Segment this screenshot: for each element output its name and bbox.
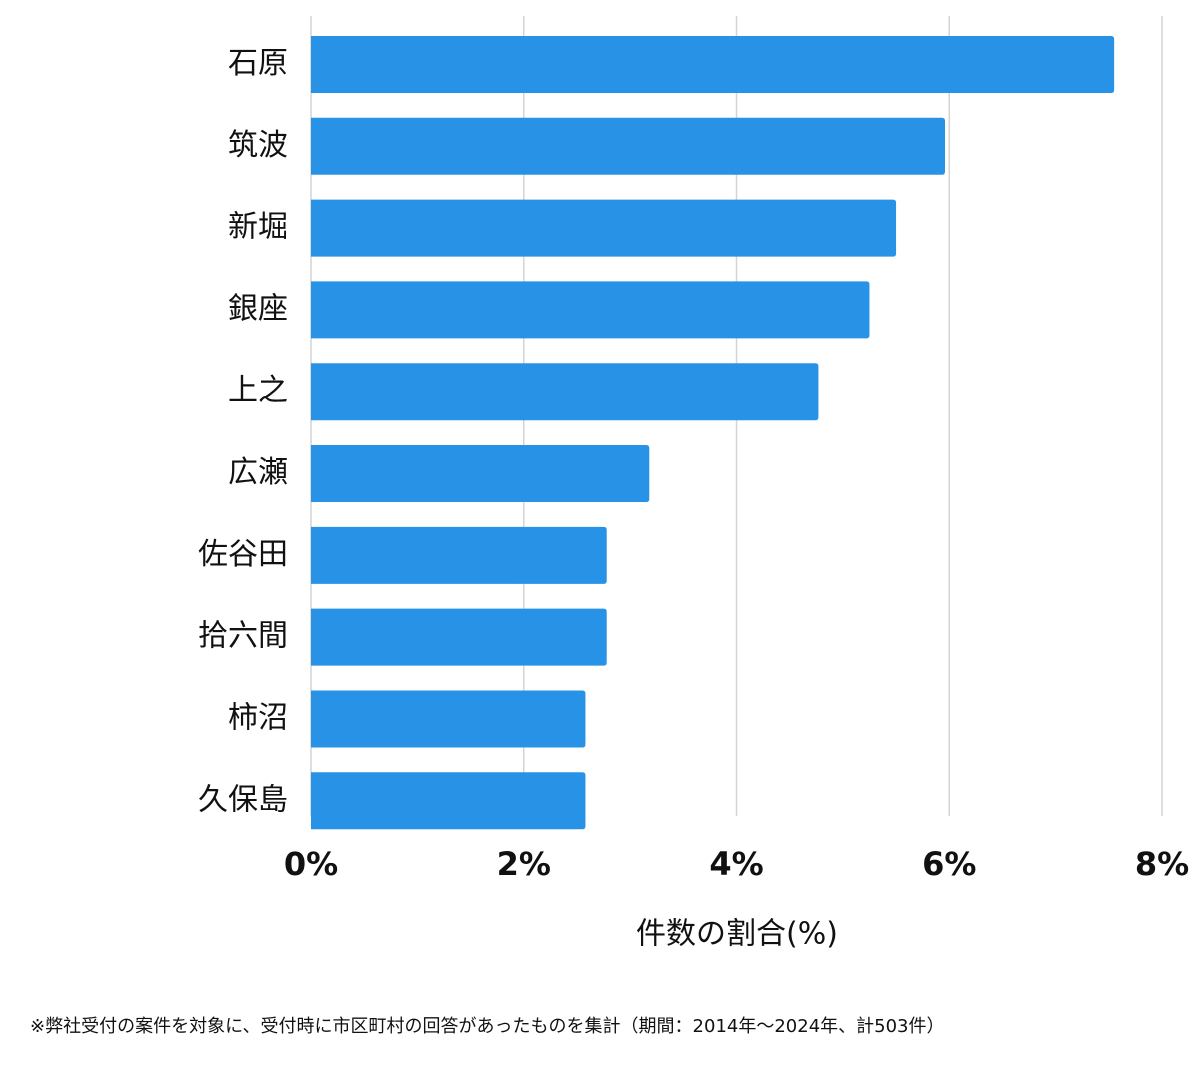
x-tick-label: 8% — [1135, 845, 1189, 883]
y-tick-label: 筑波 — [228, 128, 288, 163]
x-tick-label: 0% — [284, 845, 338, 883]
x-tick-label: 6% — [922, 845, 976, 883]
bar — [311, 36, 1115, 93]
bar — [311, 199, 897, 257]
bar — [311, 363, 819, 421]
y-tick-label: 上之 — [228, 373, 288, 408]
y-tick-label: 新堀 — [228, 210, 288, 245]
y-tick-label: 佐谷田 — [198, 537, 288, 572]
y-tick-label: 石原 — [228, 46, 288, 81]
x-axis-label: 件数の割合(%) — [636, 917, 838, 952]
y-tick-label: 広瀬 — [228, 455, 288, 490]
x-tick-label: 4% — [709, 845, 763, 883]
y-tick-label: 拾六間 — [198, 619, 288, 654]
bar — [311, 117, 945, 175]
bar — [311, 690, 586, 748]
bar — [311, 281, 870, 339]
y-tick-label: 久保島 — [198, 782, 288, 817]
y-tick-label: 銀座 — [228, 291, 288, 326]
bar — [311, 526, 607, 584]
bar — [311, 608, 607, 666]
x-tick-label: 2% — [497, 845, 551, 883]
y-tick-label: 柿沼 — [228, 700, 288, 735]
bar — [311, 772, 586, 830]
footnote: ※弊社受付の案件を対象に、受付時に市区町村の回答があったものを集計（期間：201… — [30, 1016, 945, 1037]
bar — [310, 445, 650, 503]
